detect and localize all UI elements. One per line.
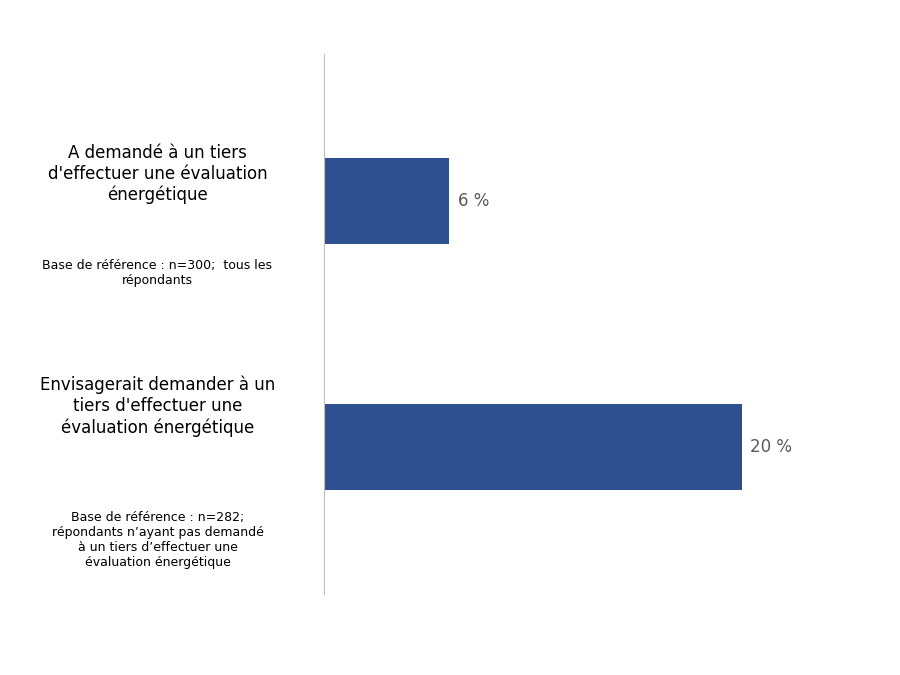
Text: Envisagerait demander à un
tiers d'effectuer une
évaluation énergétique: Envisagerait demander à un tiers d'effec… [40,376,275,437]
Bar [324,404,742,489]
Bar [324,159,449,244]
Text: 20 %: 20 % [750,437,792,456]
Text: Base de référence : n=300;  tous les
répondants: Base de référence : n=300; tous les répo… [42,259,273,287]
Text: A demandé à un tiers
d'effectuer une évaluation
énergétique: A demandé à un tiers d'effectuer une éva… [48,144,267,205]
Text: 6 %: 6 % [457,192,489,211]
Text: Base de référence : n=282;
répondants n’ayant pas demandé
à un tiers d’effectuer: Base de référence : n=282; répondants n’… [51,511,264,569]
